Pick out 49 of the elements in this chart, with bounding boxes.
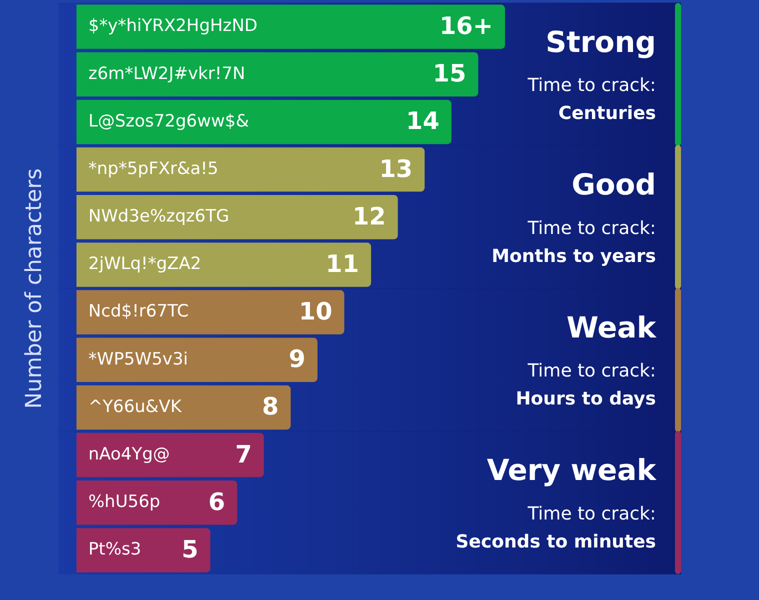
y-tick-label: *np*5pFXr&a!5 xyxy=(88,158,218,179)
annotation: Very weak xyxy=(486,453,657,488)
text: Strong xyxy=(546,24,656,59)
text: Time to crack: xyxy=(526,218,656,239)
data-label: 16+ xyxy=(439,12,493,40)
annotation: Seconds to minutes xyxy=(456,531,656,552)
y-tick-label: Ncd$!r67TC xyxy=(88,302,189,322)
text: Time to crack: xyxy=(526,503,656,524)
bar xyxy=(76,338,318,382)
annotation: Months to years xyxy=(492,246,656,267)
text: Good xyxy=(572,168,656,202)
bar xyxy=(76,242,372,287)
data-label: 13 xyxy=(379,154,413,183)
data-label: 9 xyxy=(288,345,306,374)
text: Weak xyxy=(566,310,657,344)
y-tick-label: z6m*LW2J#vkr!7N xyxy=(88,64,246,84)
data-label: 14 xyxy=(406,107,440,136)
y-tick-label: *WP5W5v3i xyxy=(88,349,188,370)
bar xyxy=(76,480,238,525)
y-tick-label: nAo4Yg@ xyxy=(88,444,170,464)
bar xyxy=(76,195,398,240)
bar xyxy=(76,52,478,96)
y-tick-label: Pt%s3 xyxy=(88,540,142,560)
data-label: 5 xyxy=(182,535,198,564)
text: Hours to days xyxy=(516,388,656,410)
data-label: 11 xyxy=(326,250,360,278)
data-label: 12 xyxy=(352,202,386,230)
bar xyxy=(76,4,505,49)
bar xyxy=(76,147,425,192)
y-tick-label: ^Y66u&VK xyxy=(88,396,182,417)
data-label: 6 xyxy=(208,488,226,516)
y-tick-label: $*y*hiYRX2HgHzND xyxy=(88,16,258,36)
text: Time to crack: xyxy=(526,75,656,96)
y-axis-title: Number of characters xyxy=(22,168,47,409)
bar xyxy=(76,432,264,478)
data-label: 7 xyxy=(235,440,252,468)
y-tick-label: L@Szos72g6ww$& xyxy=(88,111,249,132)
text: Time to crack: xyxy=(526,360,656,382)
data-label: 15 xyxy=(432,60,466,88)
y-tick-label: %hU56p xyxy=(88,492,160,512)
data-label: 10 xyxy=(298,298,332,326)
bar xyxy=(76,528,210,572)
bar xyxy=(76,290,344,334)
y-tick-label: NWd3e%zqz6TG xyxy=(88,206,230,227)
bar xyxy=(76,385,291,430)
data-label: 8 xyxy=(262,392,279,421)
bar xyxy=(76,100,452,144)
text: Centuries xyxy=(558,103,656,124)
y-tick-label: 2jWLq!*gZA2 xyxy=(88,254,202,274)
